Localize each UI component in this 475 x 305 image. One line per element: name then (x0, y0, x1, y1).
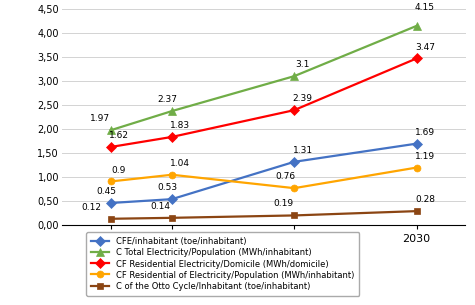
Line: C of the Otto Cycle/Inhabitant (toe/inhabitant): C of the Otto Cycle/Inhabitant (toe/inha… (107, 208, 420, 222)
Text: 0.53: 0.53 (158, 183, 178, 192)
Line: CFE/inhabitant (toe/inhabitant): CFE/inhabitant (toe/inhabitant) (107, 140, 420, 206)
Text: 0.12: 0.12 (81, 203, 101, 212)
Text: 0.9: 0.9 (112, 166, 126, 174)
Text: 1.31: 1.31 (293, 146, 313, 155)
Text: 0.45: 0.45 (96, 187, 116, 196)
C of the Otto Cycle/Inhabitant (toe/inhabitant) (108, 217, 114, 221)
Line: C Total Electricity/Population (MWh/inhabitant): C Total Electricity/Population (MWh/inha… (106, 22, 421, 135)
CF Residential of Electricity/Population (MWh/inhabitant) (108, 180, 114, 183)
Text: 4.15: 4.15 (415, 3, 435, 12)
Text: 0.28: 0.28 (415, 195, 435, 204)
Text: 3.47: 3.47 (415, 42, 435, 52)
C Total Electricity/Population (MWh/inhabitant) (169, 109, 175, 113)
Text: 1.62: 1.62 (109, 131, 129, 140)
CF Residential Electricity/Domicile (MWh/domicile) (414, 57, 419, 60)
CF Residential of Electricity/Population (MWh/inhabitant) (414, 166, 419, 169)
Text: 1.04: 1.04 (170, 159, 190, 168)
Text: 1.97: 1.97 (89, 114, 110, 123)
CF Residential of Electricity/Population (MWh/inhabitant) (291, 186, 297, 190)
Legend: CFE/inhabitant (toe/inhabitant), C Total Electricity/Population (MWh/inhabitant): CFE/inhabitant (toe/inhabitant), C Total… (86, 232, 360, 296)
Text: 0.19: 0.19 (273, 199, 293, 209)
Text: 2.37: 2.37 (158, 95, 178, 104)
Text: 2.39: 2.39 (293, 94, 313, 103)
C of the Otto Cycle/Inhabitant (toe/inhabitant) (169, 216, 175, 220)
C of the Otto Cycle/Inhabitant (toe/inhabitant) (291, 214, 297, 217)
CF Residential Electricity/Domicile (MWh/domicile) (169, 135, 175, 139)
C Total Electricity/Population (MWh/inhabitant) (414, 24, 419, 28)
C Total Electricity/Population (MWh/inhabitant) (108, 128, 114, 132)
Text: 1.83: 1.83 (170, 121, 190, 130)
C of the Otto Cycle/Inhabitant (toe/inhabitant) (414, 209, 419, 213)
Line: CF Residential of Electricity/Population (MWh/inhabitant): CF Residential of Electricity/Population… (107, 164, 420, 192)
Text: 1.19: 1.19 (415, 152, 435, 161)
Text: 3.1: 3.1 (295, 60, 310, 69)
CFE/inhabitant (toe/inhabitant) (291, 160, 297, 164)
CF Residential Electricity/Domicile (MWh/domicile) (291, 108, 297, 112)
C Total Electricity/Population (MWh/inhabitant) (291, 74, 297, 78)
Text: 0.76: 0.76 (276, 172, 296, 181)
CF Residential Electricity/Domicile (MWh/domicile) (108, 145, 114, 149)
CFE/inhabitant (toe/inhabitant) (108, 201, 114, 205)
CFE/inhabitant (toe/inhabitant) (169, 197, 175, 201)
Text: 1.69: 1.69 (415, 128, 435, 137)
Text: 0.14: 0.14 (151, 202, 171, 211)
CF Residential of Electricity/Population (MWh/inhabitant) (169, 173, 175, 177)
Line: CF Residential Electricity/Domicile (MWh/domicile): CF Residential Electricity/Domicile (MWh… (107, 55, 420, 150)
CFE/inhabitant (toe/inhabitant) (414, 142, 419, 145)
